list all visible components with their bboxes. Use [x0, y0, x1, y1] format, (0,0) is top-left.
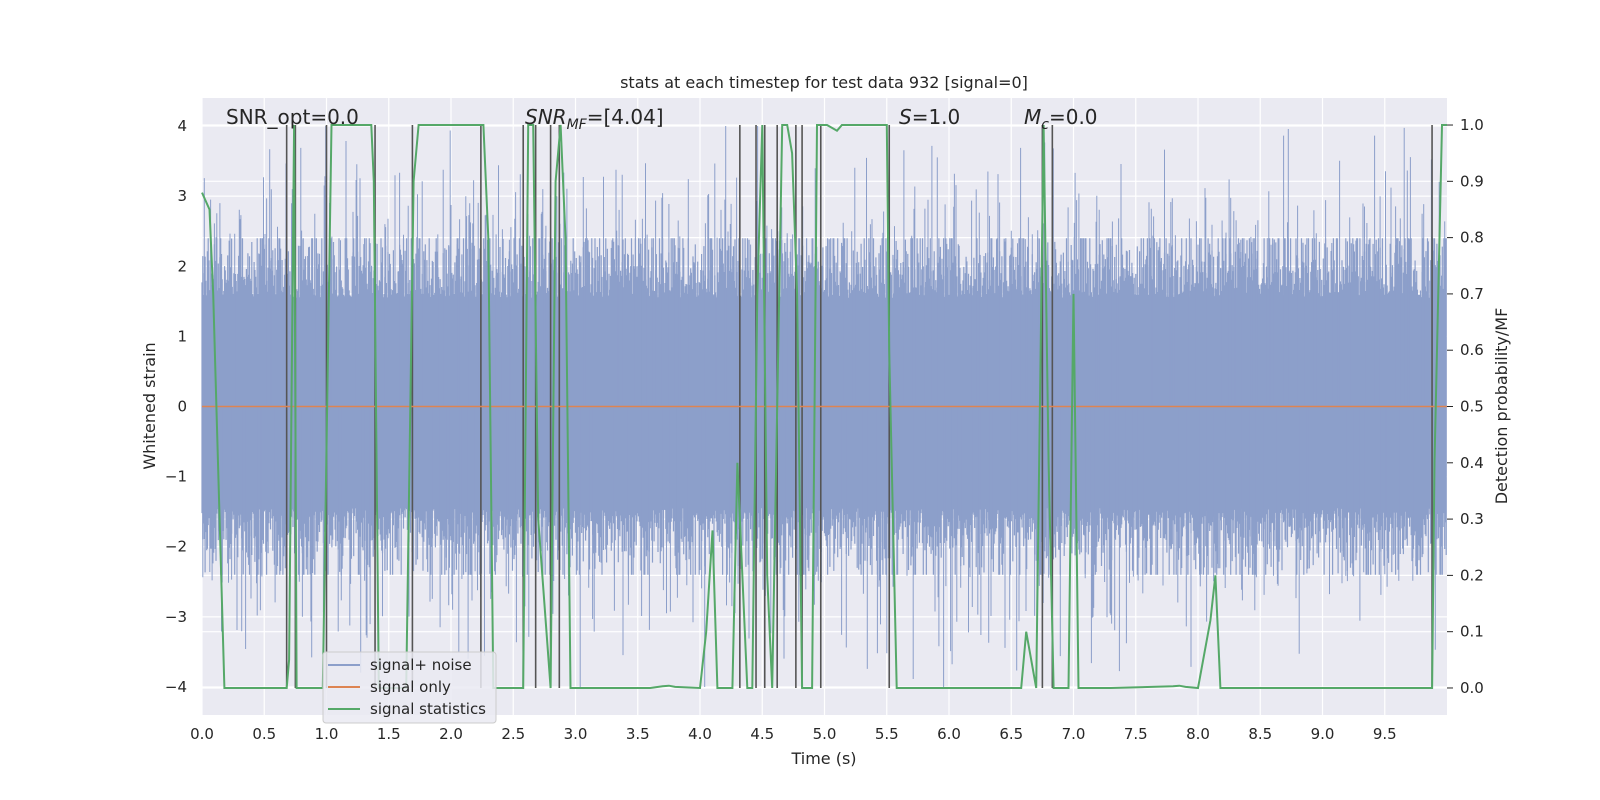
- legend-label-signal-statistics: signal statistics: [370, 700, 486, 718]
- y2-tick-label: 1.0: [1460, 116, 1484, 134]
- legend-label-signal-noise: signal+ noise: [370, 656, 472, 674]
- y2-tick-labels: 1.0 0.9 0.8 0.7 0.6 0.5 0.4 0.3 0.2 0.1 0.0: [1447, 116, 1484, 697]
- legend-box: [322, 651, 497, 724]
- x-tick-label: 4.5: [750, 725, 774, 743]
- y2-tick-label: 0.5: [1460, 398, 1484, 416]
- x-tick-label: 4.0: [688, 725, 712, 743]
- x-tick-label: 8.0: [1186, 725, 1210, 743]
- y-tick-label: 2: [177, 257, 187, 275]
- x-tick-label: 1.0: [315, 725, 339, 743]
- x-tick-label: 8.5: [1248, 725, 1272, 743]
- y2-tick-label: 0.0: [1460, 679, 1484, 697]
- x-tick-label: 5.5: [875, 725, 899, 743]
- x-tick-labels: 0.0 0.5 1.0 1.5 2.0 2.5 3.0 3.5 4.0 4.5 5.0 5.5 6.0 6…: [190, 725, 1397, 743]
- y-tick-label: −4: [165, 678, 187, 696]
- y2-axis-title: Detection probability/MF: [1492, 308, 1511, 505]
- mc-value: =0.0: [1049, 105, 1098, 129]
- y2-tick-label: 0.3: [1460, 510, 1484, 528]
- y-tick-label: 4: [177, 117, 187, 135]
- snr-mf-annotation: SNRMF=[4.04]: [525, 105, 664, 133]
- y2-tick-label: 0.9: [1460, 172, 1484, 190]
- y-tick-label: 3: [177, 187, 187, 205]
- mc-annotation: Mc=0.0: [1024, 105, 1098, 133]
- y2-tick-label: 0.2: [1460, 566, 1484, 584]
- snr-mf-symbol: SNR: [525, 105, 567, 129]
- y2-tick-label: 0.4: [1460, 454, 1484, 472]
- chart-title: stats at each timestep for test data 932…: [620, 73, 1028, 92]
- x-tick-label: 0.0: [190, 725, 214, 743]
- y2-tick-label: 0.8: [1460, 229, 1484, 247]
- s-annotation: S=1.0: [899, 105, 960, 129]
- x-axis-title: Time (s): [790, 749, 856, 768]
- legend-label-signal-only: signal only: [370, 678, 451, 696]
- y-tick-label: 0: [177, 398, 187, 416]
- y2-tick-label: 0.1: [1460, 623, 1484, 641]
- x-tick-label: 6.0: [937, 725, 961, 743]
- legend: signal+ noise signal only signal statist…: [322, 651, 497, 724]
- y2-tick-label: 0.7: [1460, 285, 1484, 303]
- mc-subscript: c: [1041, 117, 1049, 133]
- y2-tick-label: 0.6: [1460, 341, 1484, 359]
- x-tick-label: 1.5: [377, 725, 401, 743]
- x-tick-label: 0.5: [252, 725, 276, 743]
- x-tick-label: 2.0: [439, 725, 463, 743]
- y-tick-label: −1: [165, 468, 187, 486]
- snr-mf-value: =[4.04]: [587, 105, 664, 129]
- x-tick-label: 5.0: [813, 725, 837, 743]
- x-tick-label: 9.5: [1373, 725, 1397, 743]
- s-symbol: S: [899, 105, 912, 129]
- y-tick-label: −3: [165, 608, 187, 626]
- y-axis-title: Whitened strain: [140, 342, 159, 469]
- snr-mf-subscript: MF: [567, 117, 588, 133]
- x-tick-label: 2.5: [501, 725, 525, 743]
- s-value: =1.0: [912, 105, 961, 129]
- mc-symbol: M: [1024, 105, 1041, 129]
- x-tick-label: 3.5: [626, 725, 650, 743]
- x-tick-label: 7.0: [1062, 725, 1086, 743]
- y-tick-label: −2: [165, 538, 187, 556]
- x-tick-label: 6.5: [999, 725, 1023, 743]
- y-tick-label: 1: [177, 327, 187, 345]
- snr-opt-annotation: SNR_opt=0.0: [226, 105, 359, 129]
- y-tick-labels: 4 3 2 1 0 −1 −2 −3 −4: [165, 117, 187, 696]
- x-tick-label: 7.5: [1124, 725, 1148, 743]
- x-tick-label: 3.0: [564, 725, 588, 743]
- x-tick-label: 9.0: [1311, 725, 1335, 743]
